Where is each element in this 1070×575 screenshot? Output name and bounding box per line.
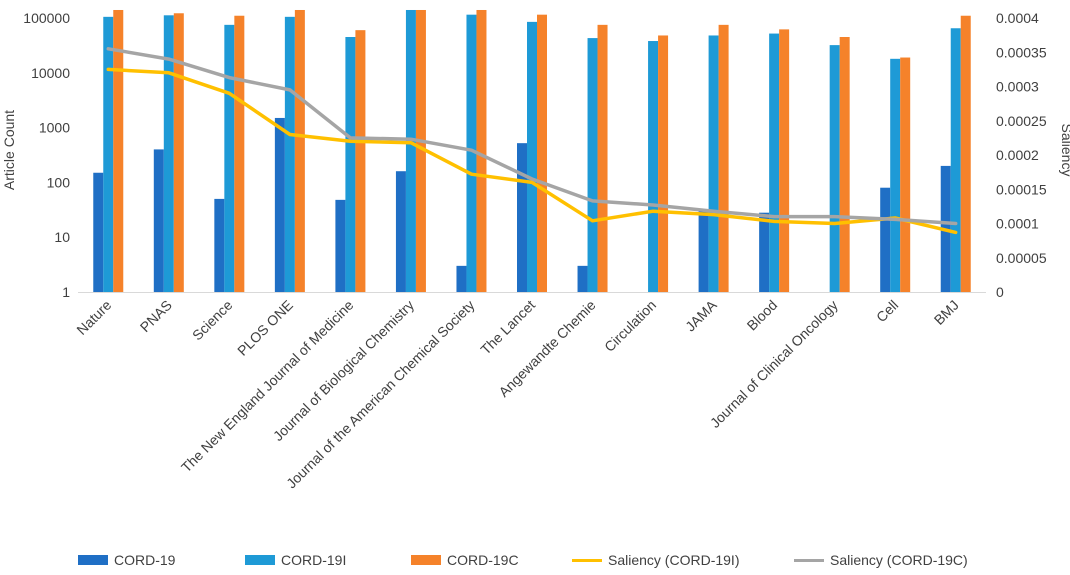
legend-label-saliency-19c: Saliency (CORD-19C) bbox=[830, 552, 968, 568]
legend-label-cord19: CORD-19 bbox=[114, 552, 176, 568]
y-axis-title: Article Count bbox=[1, 110, 17, 190]
y2-axis-title: Saliency bbox=[1059, 124, 1070, 177]
bar-cord-19c-3 bbox=[294, 9, 305, 292]
bar-cord-19-5 bbox=[395, 171, 406, 292]
legend-label-cord19c: CORD-19C bbox=[447, 552, 519, 568]
x-tick-label: Blood bbox=[744, 297, 781, 334]
bar-cord-19-10 bbox=[698, 211, 709, 292]
bar-cord-19c-0 bbox=[113, 9, 124, 292]
y2-tick-label: 0.0003 bbox=[996, 79, 1039, 95]
bar-cord-19i-10 bbox=[708, 35, 719, 292]
bar-cord-19i-14 bbox=[950, 28, 961, 292]
bar-cord-19i-13 bbox=[890, 58, 901, 292]
bar-cord-19-2 bbox=[214, 198, 225, 292]
legend: CORD-19 CORD-19I CORD-19C Saliency (CORD… bbox=[0, 552, 1070, 574]
bar-cord-19c-8 bbox=[597, 24, 608, 292]
x-tick-label: Science bbox=[189, 297, 236, 344]
bar-cord-19-3 bbox=[274, 117, 285, 292]
legend-swatch-saliency-19c bbox=[794, 558, 824, 562]
bar-cord-19c-2 bbox=[234, 15, 245, 292]
x-tick-label: Cell bbox=[873, 297, 901, 325]
x-tick-label: PLOS ONE bbox=[234, 297, 296, 359]
y-tick-label: 10000 bbox=[31, 65, 70, 81]
bar-cord-19c-10 bbox=[718, 24, 729, 292]
x-tick-label: PNAS bbox=[137, 297, 175, 335]
bar-cord-19c-4 bbox=[355, 30, 366, 292]
y2-tick-label: 0.00025 bbox=[996, 113, 1047, 129]
y-tick-label: 1 bbox=[62, 284, 70, 300]
bar-cord-19c-11 bbox=[779, 29, 790, 293]
bar-cord-19-7 bbox=[517, 143, 527, 292]
bar-cord-19c-9 bbox=[658, 35, 669, 292]
bar-cord-19-1 bbox=[153, 149, 164, 292]
bar-cord-19i-8 bbox=[587, 38, 598, 292]
y2-tick-label: 0.00015 bbox=[996, 181, 1047, 197]
bar-cord-19c-6 bbox=[476, 9, 487, 292]
legend-label-cord19i: CORD-19I bbox=[281, 552, 347, 568]
bar-cord-19c-7 bbox=[537, 14, 547, 292]
bar-cord-19i-3 bbox=[284, 16, 295, 292]
legend-item-cord19: CORD-19 bbox=[78, 552, 175, 568]
bar-cord-19i-1 bbox=[163, 15, 174, 292]
bar-cord-19i-9 bbox=[648, 41, 659, 292]
y-tick-label: 10 bbox=[54, 229, 70, 245]
bar-cord-19i-7 bbox=[527, 21, 537, 292]
x-tick-label: BMJ bbox=[931, 297, 962, 328]
bar-cord-19c-5 bbox=[415, 9, 426, 292]
y2-tick-label: 0.0002 bbox=[996, 147, 1039, 163]
bar-cord-19i-0 bbox=[103, 16, 114, 292]
y2-tick-label: 0.00035 bbox=[996, 44, 1047, 60]
y2-tick-label: 0.0001 bbox=[996, 216, 1039, 232]
line-saliency-cord-19c- bbox=[106, 47, 958, 226]
y2-tick-label: 0.00005 bbox=[996, 250, 1047, 266]
bar-cord-19-11 bbox=[759, 212, 770, 292]
bar-cord-19-0 bbox=[93, 172, 104, 292]
legend-swatch-cord19c bbox=[411, 555, 441, 565]
bar-cord-19c-1 bbox=[173, 13, 184, 292]
bar-cord-19i-5 bbox=[405, 9, 416, 292]
x-tick-label: Nature bbox=[73, 297, 114, 338]
bar-cord-19i-4 bbox=[345, 37, 356, 293]
bar-cord-19-6 bbox=[456, 265, 467, 292]
bar-cord-19-13 bbox=[880, 187, 891, 292]
bar-cord-19c-13 bbox=[900, 57, 911, 292]
x-tick-label: JAMA bbox=[682, 296, 720, 334]
x-tick-label: Journal of Clinical Oncology bbox=[707, 297, 841, 431]
legend-item-cord19c: CORD-19C bbox=[411, 552, 519, 568]
legend-label-saliency-19i: Saliency (CORD-19I) bbox=[608, 552, 740, 568]
y-tick-label: 100 bbox=[47, 174, 71, 190]
y2-tick-label: 0 bbox=[996, 284, 1004, 300]
line-saliency-cord-19i- bbox=[106, 67, 958, 235]
bar-cord-19-4 bbox=[335, 199, 346, 292]
y-tick-label: 1000 bbox=[39, 120, 70, 136]
legend-swatch-cord19 bbox=[78, 555, 108, 565]
bar-cord-19i-11 bbox=[769, 33, 780, 292]
legend-swatch-cord19i bbox=[245, 555, 275, 565]
x-tick-label: The Lancet bbox=[477, 297, 538, 358]
legend-item-saliency-19i: Saliency (CORD-19I) bbox=[572, 552, 739, 568]
bar-cord-19-8 bbox=[577, 265, 588, 292]
bar-cord-19i-2 bbox=[224, 24, 235, 292]
bar-cord-19c-14 bbox=[960, 15, 971, 292]
legend-item-cord19i: CORD-19I bbox=[245, 552, 346, 568]
x-tick-label: Circulation bbox=[601, 297, 659, 355]
y2-tick-label: 0.0004 bbox=[996, 10, 1039, 26]
bar-cord-19i-12 bbox=[829, 45, 840, 292]
bar-cord-19c-12 bbox=[839, 37, 850, 293]
bar-cord-19i-6 bbox=[466, 14, 477, 292]
y-tick-label: 100000 bbox=[23, 10, 70, 26]
legend-swatch-saliency-19i bbox=[572, 558, 602, 562]
legend-item-saliency-19c: Saliency (CORD-19C) bbox=[794, 552, 968, 568]
